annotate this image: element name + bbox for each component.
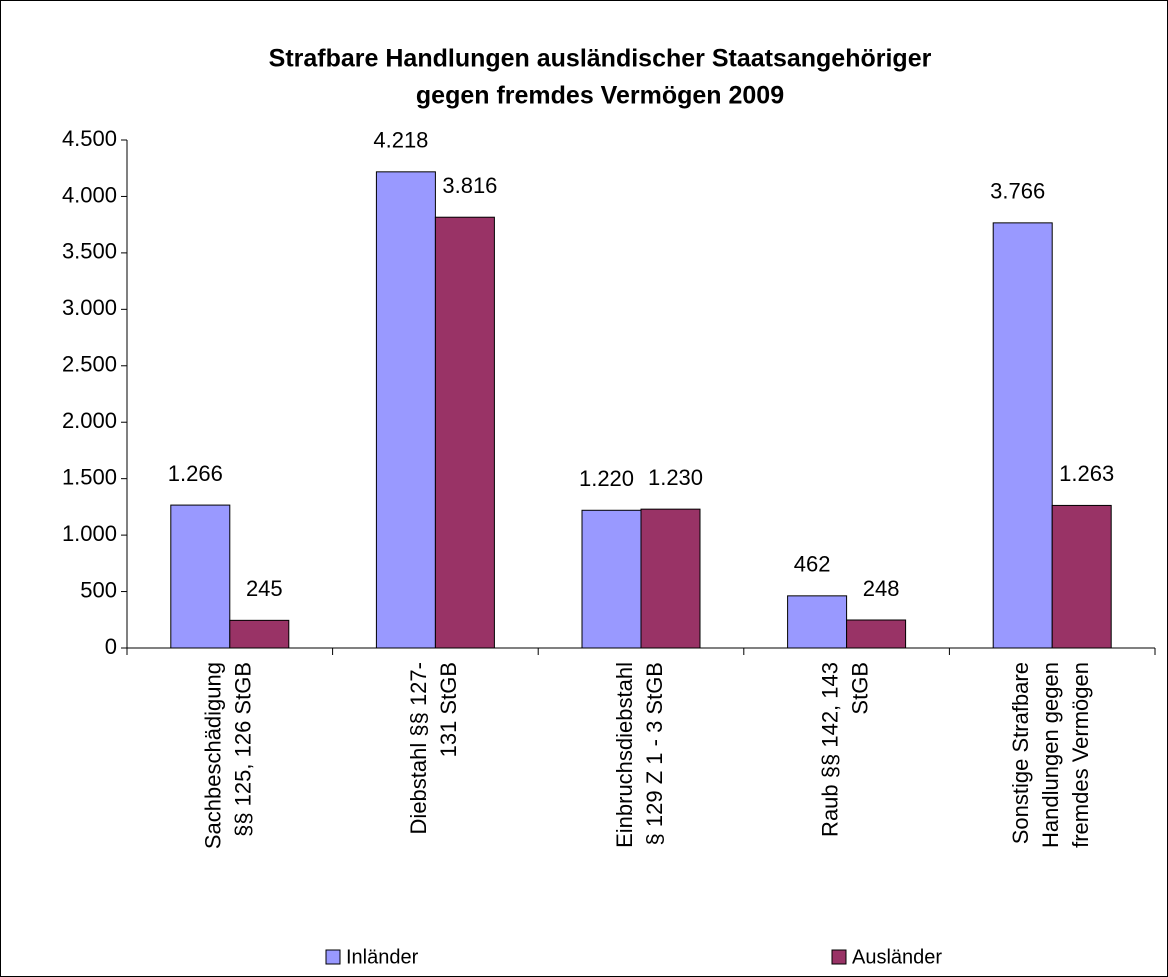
y-tick-label: 0 [105, 634, 117, 659]
bar [375, 171, 436, 649]
bar [992, 222, 1053, 649]
chart-title: gegen fremdes Vermögen 2009 [416, 82, 784, 110]
y-tick-label: 2.000 [62, 408, 117, 433]
value-label: 1.266 [168, 461, 223, 486]
value-label: 1.230 [648, 465, 703, 490]
y-tick-label: 3.000 [62, 295, 117, 320]
x-tick-label: Sachbeschädigung [201, 662, 226, 849]
chart-title: Strafbare Handlungen ausländischer Staat… [269, 45, 932, 73]
value-label: 462 [794, 552, 831, 577]
bar [581, 509, 642, 649]
y-tick-label: 4.500 [62, 126, 117, 151]
bar [434, 216, 495, 649]
legend-swatch [831, 949, 847, 965]
x-tick-label: Raub §§ 142, 143 [817, 662, 842, 837]
bar [170, 504, 231, 649]
bar [787, 595, 848, 649]
value-label: 3.816 [442, 173, 497, 198]
bar [640, 508, 701, 649]
y-tick-label: 500 [80, 577, 117, 602]
value-label: 1.220 [579, 466, 634, 491]
y-tick-label: 1.500 [62, 464, 117, 489]
x-tick-label: Diebstahl §§ 127- [406, 662, 431, 834]
x-tick-label: Sonstige Strafbare [1008, 662, 1033, 844]
legend-label: Inländer [346, 946, 419, 968]
legend-swatch [325, 949, 341, 965]
y-tick-label: 2.500 [62, 352, 117, 377]
y-tick-label: 1.000 [62, 521, 117, 546]
x-tick-label: Einbruchsdiebstahl [612, 662, 637, 848]
bar [846, 619, 907, 649]
bar [1051, 504, 1112, 649]
value-label: 248 [863, 576, 900, 601]
x-tick-label: § 129 Z 1 - 3 StGB [642, 662, 667, 845]
bar [229, 619, 290, 649]
x-tick-label: §§ 125, 126 StGB [231, 662, 256, 837]
legend-label: Ausländer [852, 946, 942, 968]
y-tick-label: 3.500 [62, 239, 117, 264]
value-label: 3.766 [990, 179, 1045, 204]
x-tick-label: Handlungen gegen [1038, 662, 1063, 848]
x-tick-label: fremdes Vermögen [1068, 662, 1093, 848]
y-tick-label: 4.000 [62, 182, 117, 207]
value-label: 1.263 [1059, 461, 1114, 486]
value-label: 4.218 [373, 128, 428, 153]
value-label: 245 [246, 576, 283, 601]
x-tick-label: StGB [847, 662, 872, 715]
x-tick-label: 131 StGB [436, 662, 461, 757]
